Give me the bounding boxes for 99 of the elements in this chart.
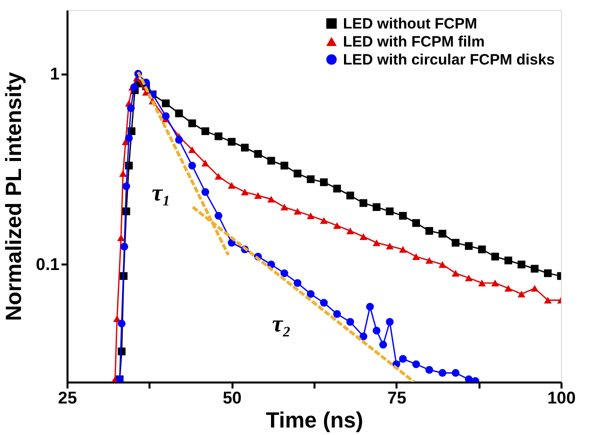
point [175,110,183,118]
y-tick-label: 0.1 [36,254,60,274]
point [518,260,526,268]
annotation: τ₂ [272,312,291,338]
point [214,132,222,140]
point [412,219,420,227]
point [294,279,302,287]
point [240,144,249,152]
point [464,375,473,382]
point [372,239,380,246]
annotation: τ₁ [152,180,171,207]
point [267,196,276,203]
point [118,320,126,328]
point [372,203,380,211]
point [201,160,210,166]
point [412,253,420,260]
point [399,212,407,220]
point [125,134,133,142]
point [491,280,500,286]
point [360,199,368,207]
point [280,269,288,278]
point [544,269,552,278]
point [306,290,315,298]
point [544,296,552,304]
point [240,188,249,196]
point [122,182,130,190]
point [162,112,170,120]
point [119,170,127,177]
point [306,175,315,184]
point [452,270,460,277]
point [306,212,315,220]
point [372,326,380,334]
point [478,280,486,286]
point [175,136,183,144]
point [360,233,368,240]
point [518,290,526,298]
point [254,192,262,199]
point [425,227,434,235]
y-tick-label: 1 [50,64,60,84]
point [386,242,394,250]
point [280,162,288,170]
point [412,360,420,368]
point [228,182,236,189]
point [399,354,407,363]
point [452,369,460,377]
y-axis-title: Normalized PL intensity [0,71,26,321]
point [188,162,196,170]
point [346,318,354,326]
point [438,230,446,238]
point [464,274,473,282]
point [386,207,394,216]
point [464,242,473,250]
point [438,261,446,268]
point [425,366,434,374]
point [346,228,354,234]
point [214,212,222,220]
point [294,208,302,215]
point [366,302,374,311]
point [452,238,460,247]
point [320,298,328,307]
point [267,156,276,165]
point [491,252,500,260]
point [127,104,135,112]
point [333,222,341,229]
x-tick-label: 75 [387,388,406,408]
point [201,188,210,196]
point [333,310,341,318]
point [188,119,196,128]
point [120,242,128,251]
point [425,257,434,264]
x-tick-label: 100 [547,388,576,408]
point [254,150,262,158]
point [399,246,407,253]
point [188,146,196,154]
x-axis-title: Time (ns) [266,408,364,432]
point [478,246,486,254]
point [228,138,236,146]
legend-label: LED with FCPM film [343,34,485,50]
point [438,369,446,377]
point [386,318,394,326]
x-tick-label: 25 [58,388,77,408]
point [162,99,170,108]
point [504,256,512,264]
point [360,332,368,340]
x-tick-label: 50 [222,388,242,408]
point [530,284,539,292]
legend-label: LED without FCPM [343,16,478,32]
point [530,264,539,273]
point [379,340,388,348]
point [320,178,328,186]
point [346,192,354,200]
legend-label: LED with circular FCPM disks [343,52,555,68]
point [504,284,512,292]
point [294,170,302,178]
point [214,172,222,180]
point [333,184,341,192]
point [201,127,210,136]
point [320,217,328,224]
point [280,204,288,210]
